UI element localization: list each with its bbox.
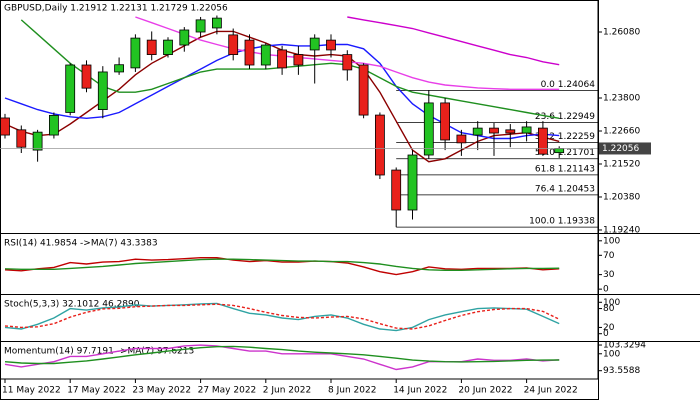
candle-body — [277, 49, 288, 69]
indicator-line — [347, 16, 560, 66]
candle-body — [374, 114, 385, 176]
x-tick-label: 8 Jun 2022 — [328, 386, 376, 396]
candle-body — [538, 127, 548, 155]
frame — [0, 0, 599, 400]
fib-label: 50.0 1.21701 — [535, 148, 595, 158]
current-price-box — [599, 142, 651, 155]
indicator-line — [4, 345, 560, 365]
candle-body — [228, 34, 239, 55]
candle-body — [260, 44, 271, 66]
candle-body — [49, 114, 59, 136]
candle-body — [521, 126, 532, 134]
candle-body — [244, 39, 255, 66]
x-tick-label: 2 Jun 2022 — [263, 386, 311, 396]
y-tick-label: 30 — [603, 270, 615, 280]
indicator-line — [4, 303, 560, 330]
candle-body — [32, 131, 43, 151]
fib-label: 100.0 1.19338 — [529, 217, 595, 227]
indicator-line — [4, 257, 560, 276]
candle-body — [505, 129, 516, 134]
x-tick-label: 23 May 2022 — [132, 386, 191, 396]
indicator-line — [4, 344, 560, 371]
candle-body — [358, 64, 369, 116]
current-price-label: 1.22056 — [602, 144, 639, 154]
y-tick-label: 0 — [603, 285, 609, 295]
candle-body — [309, 37, 320, 51]
y-tick-label: 1.20380 — [603, 192, 640, 202]
candle-body — [440, 102, 451, 141]
candle-body — [81, 64, 92, 89]
candle-body — [489, 127, 499, 134]
candle-body — [16, 129, 27, 148]
candle-body — [423, 102, 434, 156]
candle-body — [391, 169, 402, 211]
x-tick-label: 20 Jun 2022 — [458, 386, 512, 396]
x-tick-label: 24 Jun 2022 — [524, 386, 578, 396]
x-tick-label: 17 May 2022 — [67, 386, 126, 396]
y-tick-label: 1.21520 — [603, 159, 640, 169]
panel-title: Stoch(5,3,3) 32.1012 46.2890 — [4, 300, 140, 310]
y-tick-label: 1.22660 — [603, 126, 640, 136]
indicator-line — [4, 43, 560, 140]
candle-body — [97, 71, 108, 110]
candle-body — [407, 154, 418, 211]
panel-title: GBPUSD,Daily 1.21912 1.22131 1.21729 1.2… — [4, 4, 228, 14]
y-tick-label: 103.3294 — [603, 341, 646, 351]
candle-body — [195, 19, 206, 33]
candle-body — [342, 54, 353, 71]
fib-label: 38.2 1.22259 — [535, 132, 595, 142]
candle-body — [554, 148, 565, 154]
y-tick-label: 70 — [603, 251, 615, 261]
candle-body — [293, 54, 304, 66]
indicator-line — [20, 19, 560, 119]
candle-body — [65, 64, 76, 113]
y-tick-label: 100 — [603, 349, 620, 359]
y-tick-label: 20 — [603, 323, 615, 333]
candle-body — [211, 17, 222, 29]
fib-label: 76.4 1.20453 — [535, 184, 595, 194]
candle-body — [114, 64, 124, 73]
candle-body — [146, 39, 157, 55]
panel-title: RSI(14) 41.9854 ->MA(7) 43.3383 — [4, 239, 158, 249]
y-tick-label: 100 — [603, 236, 620, 246]
candle-body — [0, 117, 10, 136]
x-tick-label: 11 May 2022 — [2, 386, 61, 396]
fib-label: 23.6 1.22949 — [535, 112, 595, 122]
y-tick-label: 100 — [603, 298, 620, 308]
y-tick-label: 1.19240 — [603, 225, 640, 235]
candle-body — [326, 39, 336, 51]
fib-label: 0.0 1.24064 — [541, 80, 596, 90]
panel-title: Momentum(14) 97.7191 ->MA(7) 97.6213 — [4, 347, 194, 357]
candle-body — [163, 39, 173, 55]
y-tick-label: 93.5588 — [603, 366, 640, 376]
candle-body — [456, 134, 467, 144]
y-tick-label: 80 — [603, 304, 615, 314]
indicator-line — [4, 302, 560, 332]
y-tick-label: 1.23800 — [603, 93, 640, 103]
y-tick-label: 0 — [603, 329, 609, 339]
candle-body — [130, 37, 141, 69]
x-tick-label: 14 Jun 2022 — [393, 386, 447, 396]
x-tick-label: 27 May 2022 — [198, 386, 257, 396]
indicator-line — [4, 258, 560, 271]
candle-body — [472, 127, 483, 136]
fib-label: 61.8 1.21143 — [535, 164, 595, 174]
candle-body — [179, 29, 190, 46]
y-tick-label: 1.26080 — [603, 28, 640, 38]
